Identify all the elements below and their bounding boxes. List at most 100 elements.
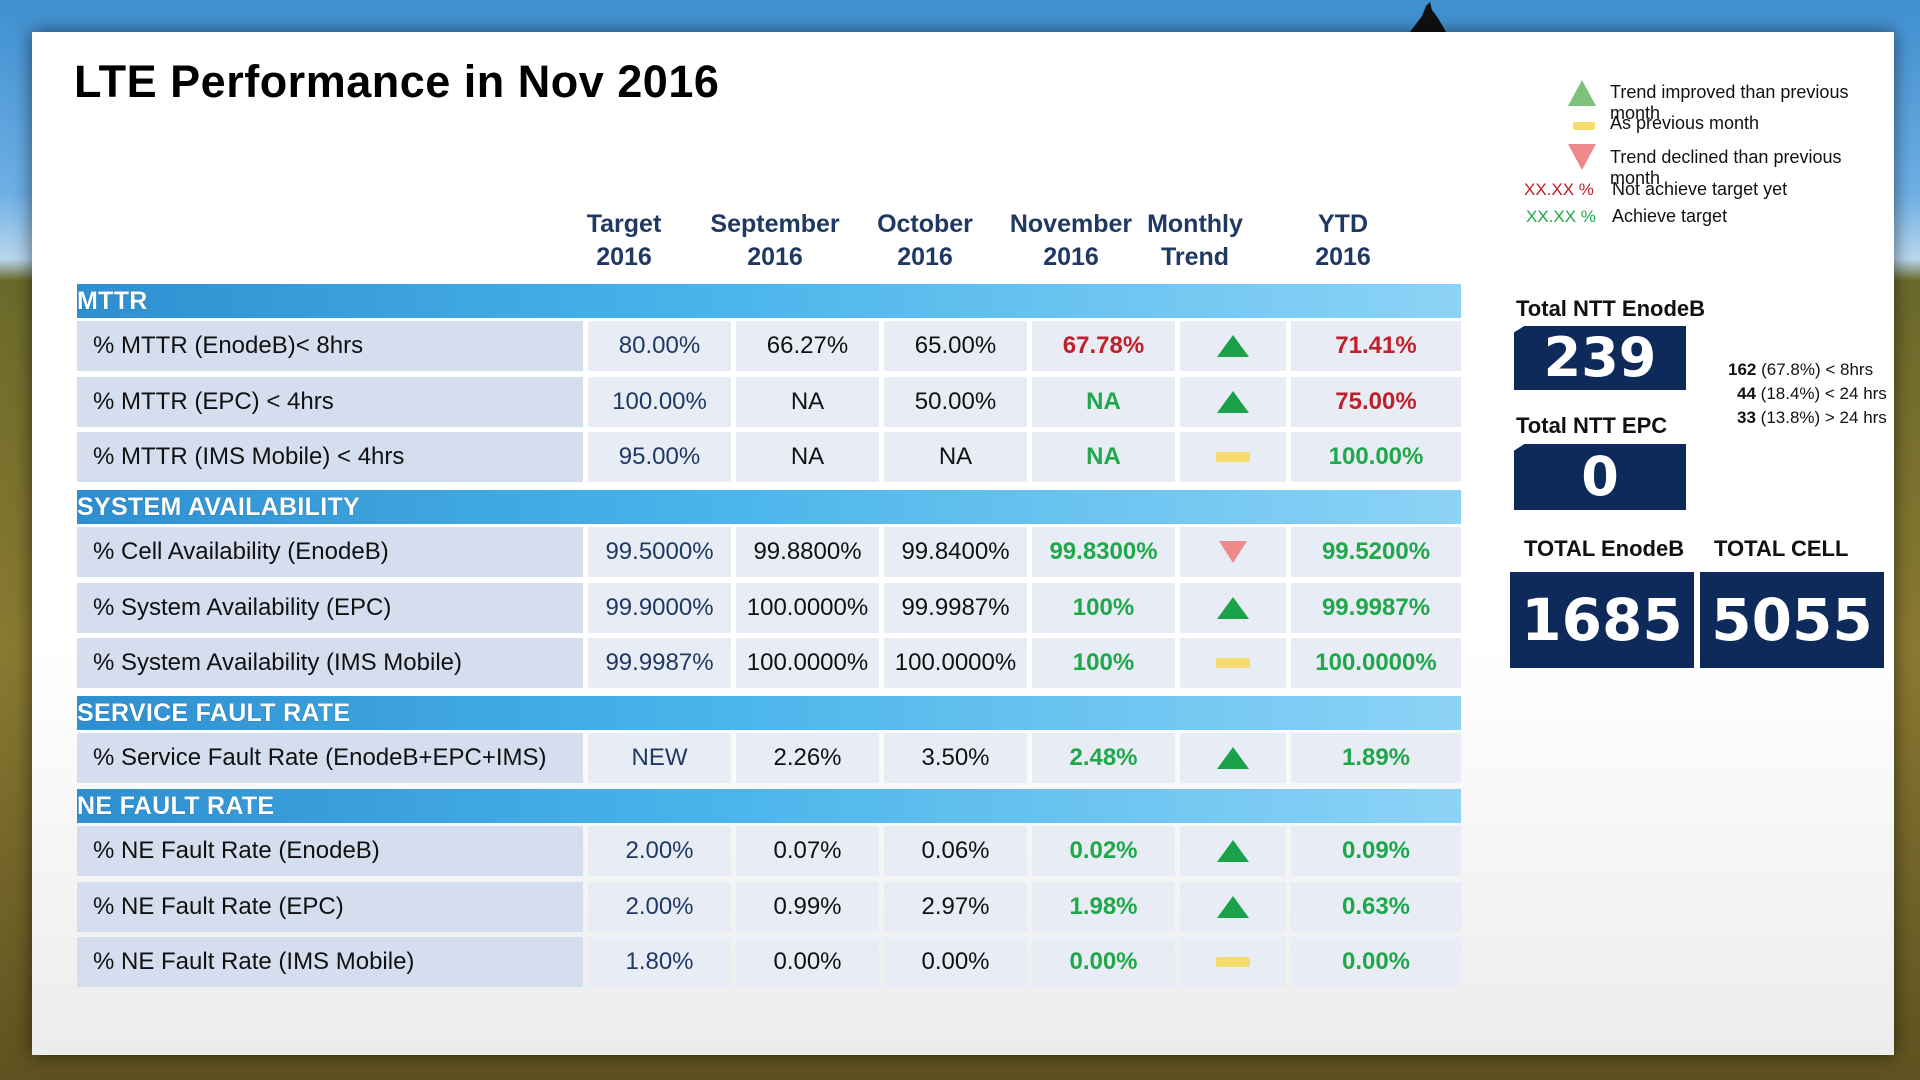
ntt-breakdown: 162 (67.8%) < 8hrs 44 (18.4%) < 24 hrs 3…: [1728, 358, 1887, 430]
september-cell: 0.00%: [736, 937, 879, 987]
section-header: SYSTEM AVAILABILITY: [77, 490, 1461, 524]
trend-same-icon: [1216, 957, 1250, 967]
september-cell: 100.0000%: [736, 638, 879, 688]
report-slide: LTE Performance in Nov 2016 Trend improv…: [32, 32, 1894, 1055]
october-cell: NA: [884, 432, 1027, 482]
breakdown-text: (67.8%) < 8hrs: [1761, 360, 1874, 379]
trend-up-icon: [1217, 840, 1249, 862]
trend-same-icon: [1216, 658, 1250, 668]
ytd-cell: 1.89%: [1291, 733, 1461, 783]
november-cell: 0.02%: [1032, 826, 1175, 876]
ytd-cell: 71.41%: [1291, 321, 1461, 371]
trend-cell: [1180, 733, 1286, 783]
november-cell: 100%: [1032, 638, 1175, 688]
col-header-september: September 2016: [700, 208, 850, 274]
september-cell: 99.8800%: [736, 527, 879, 577]
col-header-november-line2: 2016: [1043, 243, 1099, 271]
target-cell: 99.9987%: [588, 638, 731, 688]
ytd-cell: 100.0000%: [1291, 638, 1461, 688]
legend-declined-text: Trend declined than previous month: [1610, 147, 1842, 188]
target-cell: NEW: [588, 733, 731, 783]
target-cell: 2.00%: [588, 826, 731, 876]
trend-cell: [1180, 826, 1286, 876]
target-cell: 2.00%: [588, 881, 731, 932]
september-cell: 0.99%: [736, 881, 879, 932]
september-cell: NA: [736, 432, 879, 482]
trend-up-icon: [1217, 596, 1249, 619]
col-header-ytd-line1: YTD: [1318, 210, 1368, 238]
total-cell-label: TOTAL CELL: [1714, 536, 1849, 561]
ytd-cell: 99.5200%: [1291, 527, 1461, 577]
breakdown-count: 162: [1728, 360, 1757, 379]
row-label: % MTTR (EPC) < 4hrs: [77, 376, 583, 427]
october-cell: 3.50%: [884, 733, 1027, 783]
trend-up-icon: [1217, 335, 1249, 357]
trend-cell: [1180, 527, 1286, 577]
october-cell: 65.00%: [884, 321, 1027, 371]
trend-up-icon: [1217, 390, 1249, 413]
trend-up-icon: [1568, 80, 1596, 106]
september-cell: NA: [736, 376, 879, 427]
legend-achieve-sample: XX.XX %: [1526, 207, 1596, 226]
breakdown-text: (13.8%) > 24 hrs: [1760, 408, 1887, 427]
breakdown-row: 162 (67.8%) < 8hrs: [1728, 358, 1887, 382]
november-cell: 100%: [1032, 582, 1175, 633]
breakdown-text: (18.4%) < 24 hrs: [1760, 384, 1887, 403]
ytd-cell: 0.63%: [1291, 881, 1461, 932]
breakdown-row: 33 (13.8%) > 24 hrs: [1728, 406, 1887, 430]
trend-cell: [1180, 582, 1286, 633]
breakdown-count: 44: [1737, 384, 1756, 403]
section-title: MTTR: [77, 287, 148, 315]
ytd-cell: 100.00%: [1291, 432, 1461, 482]
row-label: % MTTR (IMS Mobile) < 4hrs: [77, 432, 583, 482]
ntt-enodeb-value: 239: [1514, 326, 1686, 390]
trend-down-icon: [1568, 144, 1596, 170]
total-enodeb-label: TOTAL EnodeB: [1524, 536, 1685, 561]
target-cell: 80.00%: [588, 321, 731, 371]
october-cell: 0.06%: [884, 826, 1027, 876]
page-title: LTE Performance in Nov 2016: [74, 56, 720, 107]
col-header-november: November 2016: [996, 208, 1146, 274]
legend-same: [1573, 122, 1595, 130]
section-header: NE FAULT RATE: [77, 789, 1461, 823]
legend: Trend improved than previous month As pr…: [1502, 48, 1892, 228]
col-header-october: October 2016: [850, 208, 1000, 274]
row-label: % Service Fault Rate (EnodeB+EPC+IMS): [77, 733, 583, 783]
target-cell: 95.00%: [588, 432, 731, 482]
october-cell: 100.0000%: [884, 638, 1027, 688]
legend-not-achieve-sample: XX.XX %: [1524, 180, 1594, 199]
section-header: MTTR: [77, 284, 1461, 318]
target-cell: 99.5000%: [588, 527, 731, 577]
section-header: SERVICE FAULT RATE: [77, 696, 1461, 730]
november-cell: NA: [1032, 376, 1175, 427]
ytd-cell: 0.00%: [1291, 937, 1461, 987]
col-header-october-line1: October: [877, 210, 973, 238]
trend-same-icon: [1216, 452, 1250, 462]
col-header-trend-line2: Trend: [1160, 243, 1230, 271]
ntt-enodeb-label: Total NTT EnodeB: [1516, 296, 1706, 321]
ytd-cell: 99.9987%: [1291, 582, 1461, 633]
col-header-october-line2: 2016: [897, 243, 953, 271]
trend-same-icon: [1573, 122, 1595, 130]
col-header-target-line2: 2016: [596, 243, 652, 271]
row-label: % NE Fault Rate (IMS Mobile): [77, 937, 583, 987]
row-label: % Cell Availability (EnodeB): [77, 527, 583, 577]
total-cell-value: 5055: [1700, 572, 1884, 668]
legend-improved-text: Trend improved than previous month: [1610, 82, 1849, 123]
november-cell: NA: [1032, 432, 1175, 482]
total-enodeb-value: 1685: [1510, 572, 1694, 668]
november-cell: 99.8300%: [1032, 527, 1175, 577]
ytd-cell: 0.09%: [1291, 826, 1461, 876]
col-header-target: Target 2016: [554, 208, 694, 274]
col-header-target-line1: Target: [586, 210, 662, 238]
trend-up-icon: [1217, 747, 1249, 769]
november-cell: 0.00%: [1032, 937, 1175, 987]
trend-cell: [1180, 376, 1286, 427]
col-header-trend-line1: Monthly: [1147, 210, 1243, 238]
legend-not-achieve-text: Not achieve target yet: [1612, 179, 1788, 199]
november-cell: 2.48%: [1032, 733, 1175, 783]
trend-cell: [1180, 937, 1286, 987]
col-header-november-line1: November: [1009, 210, 1133, 238]
trend-up-icon: [1217, 895, 1249, 918]
row-label: % System Availability (EPC): [77, 582, 583, 633]
